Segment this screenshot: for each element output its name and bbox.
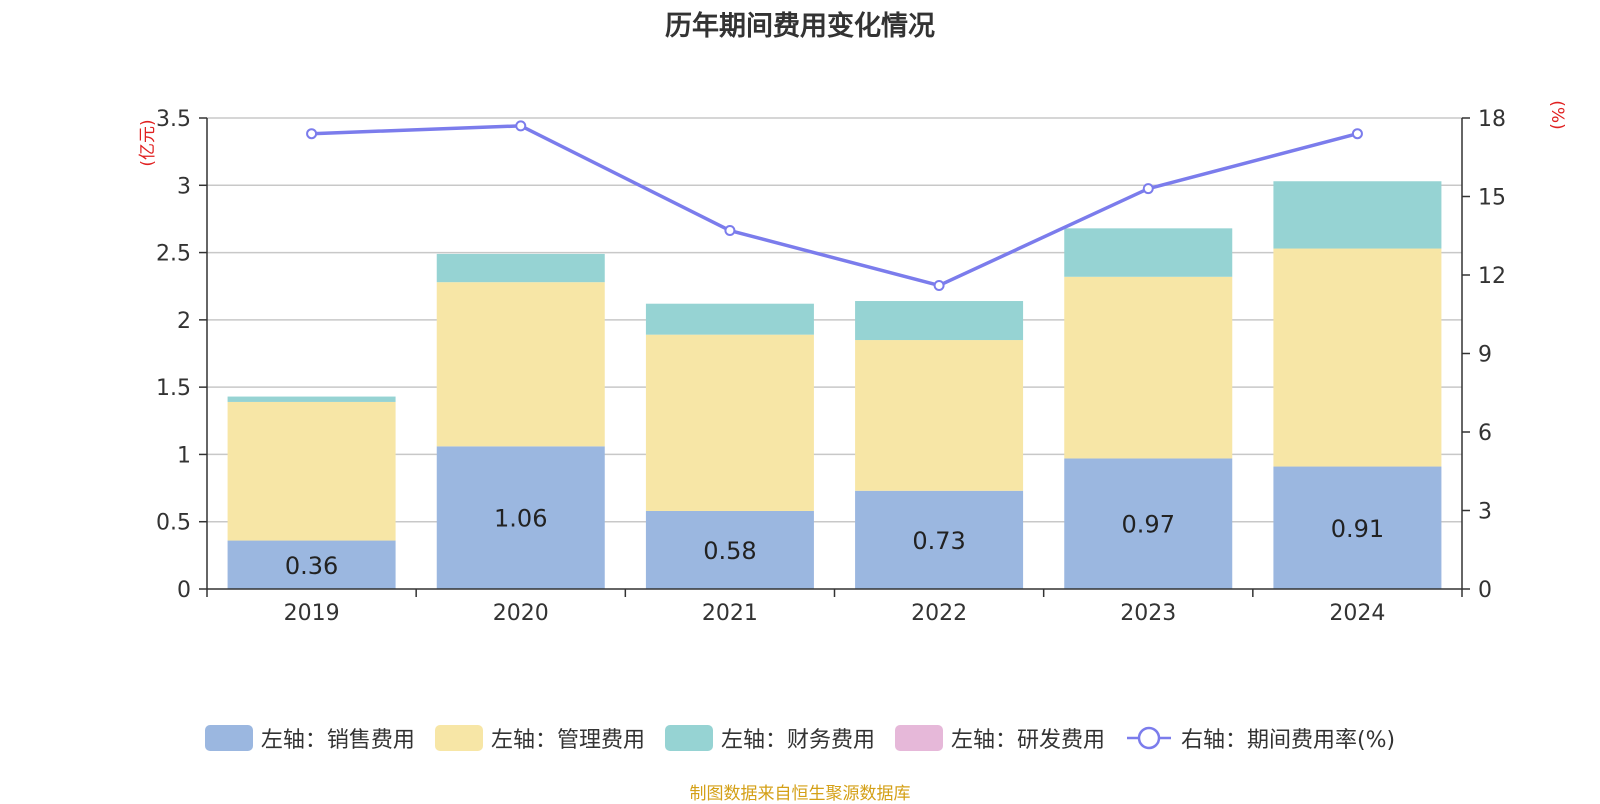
x-axis-tick-label: 2023 (1120, 601, 1176, 626)
data-label: 0.58 (703, 537, 756, 565)
right-axis-tick-label: 15 (1478, 186, 1506, 211)
expense-ratio-point (724, 225, 736, 237)
expense-ratio-point (515, 120, 527, 132)
sales-bar (645, 510, 814, 589)
admin-bar (436, 282, 605, 447)
data-label: 0.97 (1122, 511, 1175, 539)
admin-bar (1064, 276, 1233, 459)
left-axis-tick-label: 2 (177, 309, 191, 334)
data-source-note: 制图数据来自恒生聚源数据库 (689, 784, 911, 804)
chart-canvas: 0 0.5 1 1.5 2 2.5 3 3.5 0 3 6 9 12 15 18 0.36 1.06 0.58 0.… (138, 100, 1567, 626)
expense-ratio-line (311, 124, 1358, 288)
admin-bar (227, 401, 396, 541)
finance-bar (1273, 181, 1442, 249)
left-axis-tick-label: 1 (177, 443, 191, 468)
expense-ratio-point (933, 279, 945, 291)
admin-bar (1273, 248, 1442, 467)
data-label: 0.36 (285, 552, 338, 580)
expense-ratio-point (306, 128, 318, 140)
x-axis-tick-label: 2022 (911, 601, 967, 626)
right-axis-tick-label: 18 (1478, 107, 1506, 132)
right-axis-tick-label: 6 (1478, 421, 1492, 446)
finance-bar (645, 303, 814, 335)
legend-item-expense-ratio[interactable]: 右轴：期间费用率(%) (1125, 722, 1395, 754)
right-axis-tick-label: 0 (1478, 578, 1492, 603)
legend-swatch-finance (664, 725, 713, 751)
sales-bar (855, 490, 1024, 589)
legend-line-marker-icon (1126, 726, 1171, 750)
left-axis-tick-label: 2.5 (156, 242, 191, 267)
left-axis-tick-label: 0 (177, 578, 191, 603)
legend-item-admin[interactable]: 左轴：管理费用 (434, 722, 645, 754)
legend-label-sales: 左轴：销售费用 (260, 728, 415, 753)
legend-swatch-rd (894, 725, 943, 751)
legend-label-finance: 左轴：财务费用 (720, 728, 875, 753)
data-label: 1.06 (494, 505, 547, 533)
expense-ratio-point (1351, 128, 1363, 140)
right-axis-unit: (%) (1547, 100, 1567, 129)
admin-bar (645, 334, 814, 511)
legend-label-rd: 左轴：研发费用 (950, 728, 1105, 753)
legend-label-expense-ratio: 右轴：期间费用率(%) (1180, 728, 1396, 753)
x-axis-tick-label: 2024 (1329, 601, 1385, 626)
x-axis-tick-label: 2020 (493, 601, 549, 626)
right-axis-tick-label: 3 (1478, 500, 1492, 525)
x-axis-tick-label: 2019 (284, 601, 340, 626)
left-axis-tick-label: 3.5 (156, 107, 191, 132)
sales-bar (1064, 458, 1233, 589)
sales-bar (227, 540, 396, 589)
sales-bar (436, 446, 605, 589)
finance-bar (436, 253, 605, 283)
left-axis-tick-label: 0.5 (156, 511, 191, 536)
left-axis-tick-label: 1.5 (156, 376, 191, 401)
left-axis-tick-label: 3 (177, 174, 191, 199)
legend-item-sales[interactable]: 左轴：销售费用 (204, 722, 415, 754)
legend-item-rd[interactable]: 左轴：研发费用 (894, 722, 1105, 754)
right-axis-tick-label: 9 (1478, 343, 1492, 368)
sales-bar (1273, 466, 1442, 589)
data-label: 0.73 (912, 527, 965, 555)
data-label: 0.91 (1331, 515, 1384, 543)
x-axis-tick-label: 2021 (702, 601, 758, 626)
finance-bar (855, 301, 1024, 341)
chart-legend: 左轴：销售费用 左轴：管理费用 左轴：财务费用 左轴：研发费用 右轴：期间费用率… (0, 718, 1600, 758)
expense-ratio-point (1142, 183, 1154, 195)
finance-bar (227, 396, 396, 402)
chart-title: 历年期间费用变化情况 (665, 11, 935, 42)
finance-bar (1064, 228, 1233, 277)
admin-bar (855, 340, 1024, 491)
legend-item-finance[interactable]: 左轴：财务费用 (664, 722, 875, 754)
legend-label-admin: 左轴：管理费用 (490, 728, 645, 753)
right-axis-tick-label: 12 (1478, 264, 1506, 289)
legend-swatch-admin (434, 725, 483, 751)
legend-swatch-sales (204, 725, 253, 751)
left-axis-unit: (亿元) (138, 119, 158, 166)
